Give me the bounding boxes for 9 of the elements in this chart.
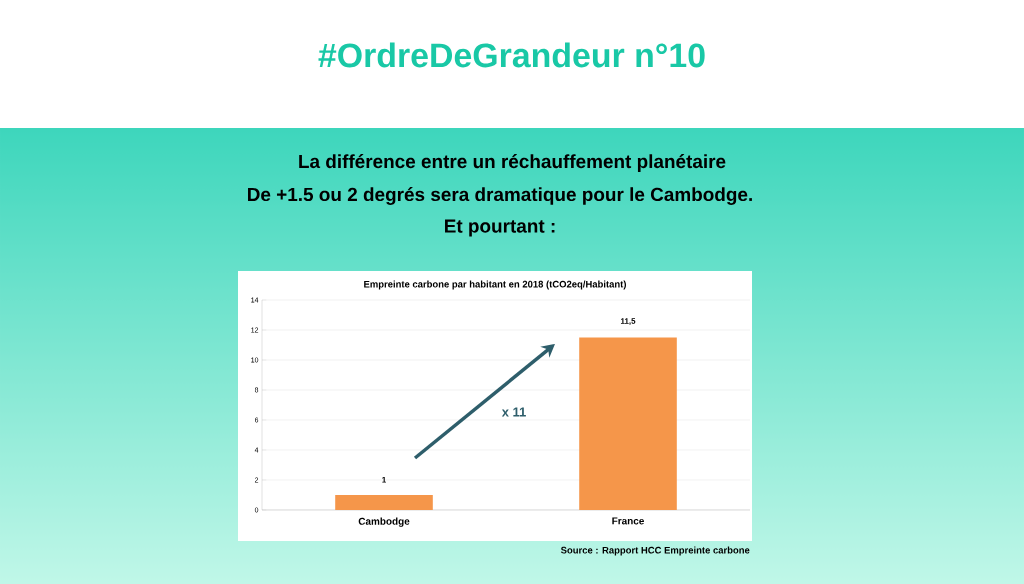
chart-title: Empreinte carbone par habitant en 2018 (tCO2eq/Habitant) (364, 280, 626, 290)
source-note: Source : Rapport HCC Empreinte carbone (560, 546, 750, 556)
text: La différence entre un réchauffement planétaire (299, 154, 726, 172)
text: Et pourtant : (445, 219, 555, 237)
text: De +1.5 ou 2 degrés sera dramatique pour le Cambodge. (248, 187, 752, 205)
x-tick-label: France (612, 517, 645, 525)
annotation: x 11 (501, 407, 526, 417)
x-tick-label: Cambodge (358, 517, 410, 527)
text: #OrdreDeGrandeur n°10 (318, 42, 705, 68)
